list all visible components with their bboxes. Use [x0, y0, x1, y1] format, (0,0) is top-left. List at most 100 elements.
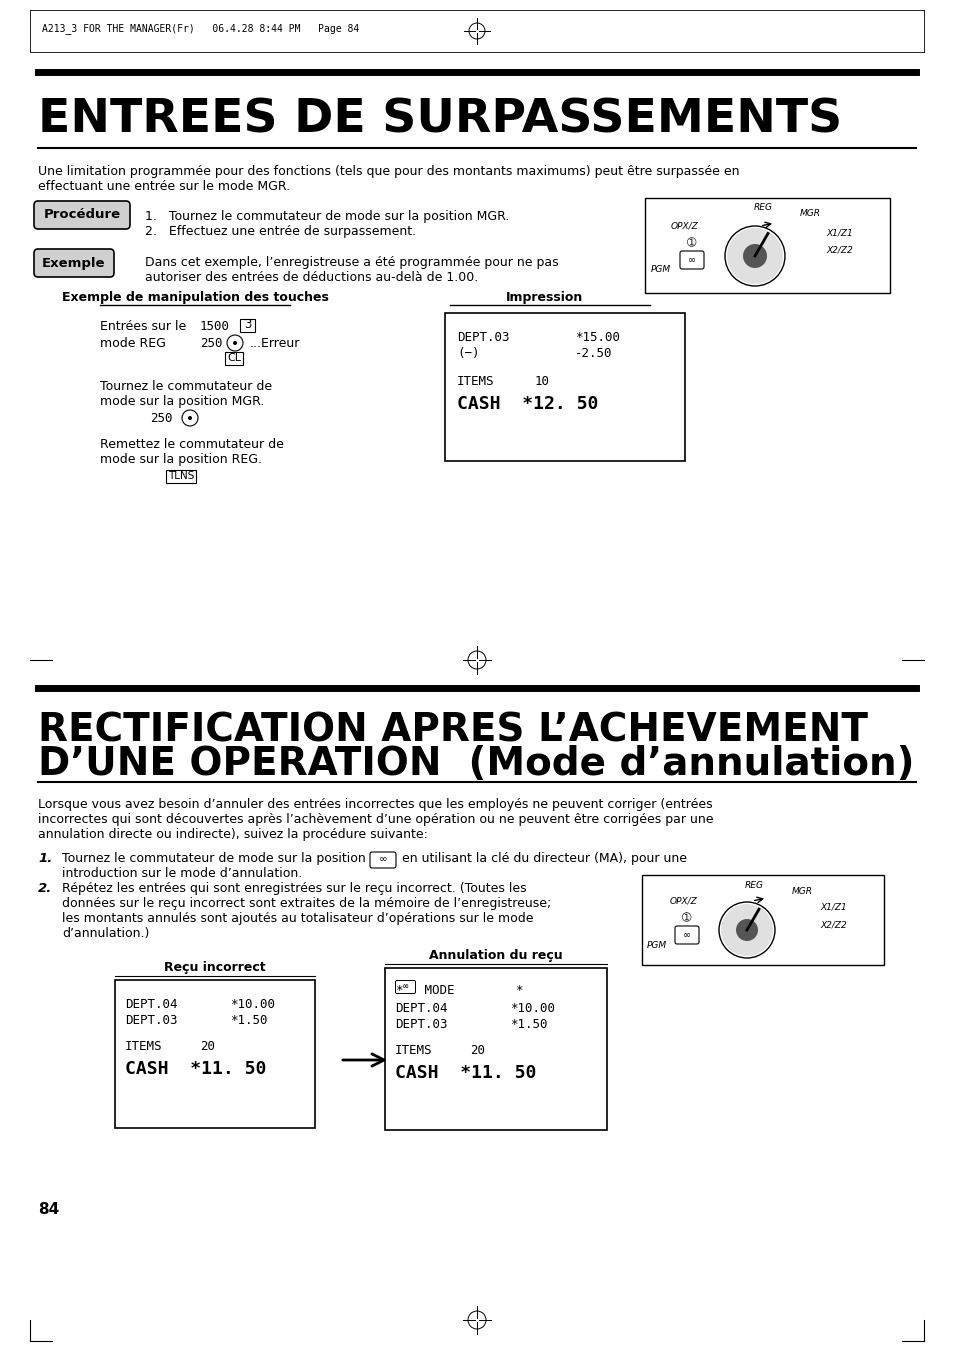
Text: ➀: ➀ [681, 913, 691, 923]
Text: ∞: ∞ [378, 854, 387, 865]
Text: ITEMS: ITEMS [125, 1040, 162, 1052]
Text: 20: 20 [470, 1044, 484, 1056]
Text: *1.50: *1.50 [510, 1019, 547, 1031]
Text: DEPT.04: DEPT.04 [395, 1002, 447, 1015]
Text: A213_3 FOR THE MANAGER(Fr)   06.4.28 8:44 PM   Page 84: A213_3 FOR THE MANAGER(Fr) 06.4.28 8:44 … [42, 23, 359, 35]
Text: 1.   Tournez le commutateur de mode sur la position MGR.: 1. Tournez le commutateur de mode sur la… [145, 209, 509, 223]
Text: mode REG: mode REG [100, 336, 166, 350]
Text: Dans cet exemple, l’enregistreuse a été programmée pour ne pas: Dans cet exemple, l’enregistreuse a été … [145, 255, 558, 269]
Text: OPX/Z: OPX/Z [670, 222, 699, 231]
Text: *: * [395, 984, 402, 997]
Text: MGR: MGR [799, 209, 820, 219]
Text: DEPT.03: DEPT.03 [456, 331, 509, 345]
Text: ENTREES DE SURPASSEMENTS: ENTREES DE SURPASSEMENTS [38, 97, 841, 142]
Text: Tournez le commutateur de mode sur la position: Tournez le commutateur de mode sur la po… [62, 852, 365, 865]
FancyBboxPatch shape [240, 319, 254, 332]
Text: ∞: ∞ [402, 982, 407, 992]
Text: ∞: ∞ [687, 255, 696, 265]
Text: MODE: MODE [416, 984, 454, 997]
Text: incorrectes qui sont découvertes après l’achèvement d’une opération ou ne peuven: incorrectes qui sont découvertes après l… [38, 813, 713, 825]
Text: d’annulation.): d’annulation.) [62, 927, 150, 940]
Text: Annulation du reçu: Annulation du reçu [429, 950, 562, 962]
Text: *15.00: *15.00 [575, 331, 619, 345]
Text: mode sur la position REG.: mode sur la position REG. [100, 453, 262, 466]
Circle shape [742, 245, 766, 267]
FancyBboxPatch shape [225, 353, 243, 365]
Circle shape [735, 919, 758, 942]
Text: OPX/Z: OPX/Z [669, 897, 698, 905]
Text: *1.50: *1.50 [230, 1015, 267, 1027]
Text: 250: 250 [150, 412, 172, 426]
Text: *10.00: *10.00 [510, 1002, 555, 1015]
Text: CASH  *11. 50: CASH *11. 50 [125, 1061, 266, 1078]
Bar [115, 979, 314, 1128]
Text: Reçu incorrect: Reçu incorrect [164, 962, 266, 974]
Bar [641, 875, 883, 965]
Text: 20: 20 [200, 1040, 214, 1052]
FancyBboxPatch shape [675, 925, 699, 944]
Text: D’UNE OPERATION  (Mode d’annulation): D’UNE OPERATION (Mode d’annulation) [38, 744, 914, 784]
Text: TLNS: TLNS [168, 471, 194, 481]
Text: autoriser des entrées de déductions au-delà de 1.00.: autoriser des entrées de déductions au-d… [145, 272, 477, 284]
Text: 3: 3 [244, 319, 251, 331]
Text: les montants annulés sont ajoutés au totalisateur d’opérations sur le mode: les montants annulés sont ajoutés au tot… [62, 912, 533, 925]
Text: ITEMS: ITEMS [395, 1044, 432, 1056]
Text: Procédure: Procédure [44, 208, 120, 222]
Text: RECTIFICATION APRES L’ACHEVEMENT: RECTIFICATION APRES L’ACHEVEMENT [38, 711, 867, 748]
Text: DEPT.03: DEPT.03 [125, 1015, 177, 1027]
Text: ∞: ∞ [682, 929, 690, 940]
Text: X2/Z2: X2/Z2 [825, 246, 853, 254]
Text: 10: 10 [535, 376, 550, 388]
Text: CASH  *11. 50: CASH *11. 50 [395, 1065, 536, 1082]
Text: Tournez le commutateur de: Tournez le commutateur de [100, 380, 272, 393]
Circle shape [188, 416, 192, 420]
Text: DEPT.04: DEPT.04 [125, 998, 177, 1011]
Text: *: * [515, 984, 522, 997]
Text: X1/Z1: X1/Z1 [825, 228, 853, 238]
Text: REG: REG [753, 204, 772, 212]
Circle shape [720, 904, 772, 957]
Text: ➀: ➀ [686, 238, 696, 249]
FancyBboxPatch shape [370, 852, 395, 867]
Bar [444, 313, 684, 461]
FancyBboxPatch shape [34, 249, 113, 277]
Text: Exemple de manipulation des touches: Exemple de manipulation des touches [62, 292, 328, 304]
FancyBboxPatch shape [679, 251, 703, 269]
Text: Répétez les entrées qui sont enregistrées sur le reçu incorrect. (Toutes les: Répétez les entrées qui sont enregistrée… [62, 882, 526, 894]
Text: X2/Z2: X2/Z2 [820, 920, 846, 929]
Text: Une limitation programmée pour des fonctions (tels que pour des montants maximum: Une limitation programmée pour des fonct… [38, 165, 739, 178]
Text: 1500: 1500 [200, 320, 230, 332]
Text: annulation directe ou indirecte), suivez la procédure suivante:: annulation directe ou indirecte), suivez… [38, 828, 428, 842]
Text: ITEMS: ITEMS [456, 376, 494, 388]
Text: ...Erreur: ...Erreur [250, 336, 300, 350]
Text: 250: 250 [200, 336, 222, 350]
Text: 1.: 1. [38, 852, 52, 865]
Text: CL: CL [227, 353, 241, 363]
Text: introduction sur le mode d’annulation.: introduction sur le mode d’annulation. [62, 867, 302, 880]
Text: Entrées sur le: Entrées sur le [100, 320, 186, 332]
Text: MGR: MGR [791, 886, 812, 896]
FancyBboxPatch shape [166, 470, 195, 484]
Text: en utilisant la clé du directeur (MA), pour une: en utilisant la clé du directeur (MA), p… [401, 852, 686, 865]
FancyBboxPatch shape [395, 981, 416, 993]
Text: Exemple: Exemple [42, 257, 106, 269]
FancyBboxPatch shape [34, 201, 130, 230]
Text: PGM: PGM [650, 266, 670, 274]
Text: effectuant une entrée sur le mode MGR.: effectuant une entrée sur le mode MGR. [38, 180, 290, 193]
Text: Impression: Impression [506, 292, 583, 304]
Bar [644, 199, 889, 293]
Text: 84: 84 [38, 1202, 59, 1217]
Text: (−): (−) [456, 347, 479, 359]
Text: Remettez le commutateur de: Remettez le commutateur de [100, 438, 284, 451]
Text: 2.   Effectuez une entrée de surpassement.: 2. Effectuez une entrée de surpassement. [145, 226, 416, 238]
Text: X1/Z1: X1/Z1 [820, 902, 846, 912]
Text: mode sur la position MGR.: mode sur la position MGR. [100, 394, 264, 408]
Text: REG: REG [743, 881, 762, 889]
Text: Lorsque vous avez besoin d’annuler des entrées incorrectes que les employés ne p: Lorsque vous avez besoin d’annuler des e… [38, 798, 712, 811]
Text: DEPT.03: DEPT.03 [395, 1019, 447, 1031]
Circle shape [233, 340, 236, 345]
Text: CASH  *12. 50: CASH *12. 50 [456, 394, 598, 413]
Text: données sur le reçu incorrect sont extraites de la mémoire de l’enregistreuse;: données sur le reçu incorrect sont extra… [62, 897, 551, 911]
Bar [385, 969, 606, 1129]
Text: 2.: 2. [38, 882, 52, 894]
